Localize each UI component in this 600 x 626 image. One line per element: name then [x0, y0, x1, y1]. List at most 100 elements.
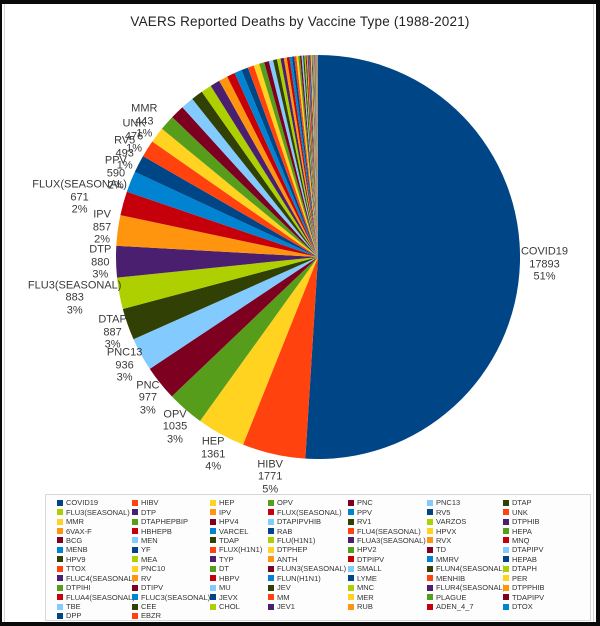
- legend-swatch: [268, 594, 274, 601]
- legend-item: HIBV: [132, 498, 210, 507]
- legend-swatch: [132, 509, 138, 516]
- pie-slice: [161, 117, 318, 257]
- legend-label: MEA: [141, 554, 158, 564]
- legend-item: DPP: [57, 611, 132, 620]
- legend-swatch: [427, 537, 433, 544]
- legend-label: EBZR: [141, 611, 162, 621]
- legend-swatch: [503, 537, 509, 544]
- pie-slice: [134, 156, 318, 257]
- legend-label: DTPHIB: [512, 517, 540, 527]
- legend-item: JEV1: [268, 602, 348, 611]
- legend-label: DTAPIPV: [512, 545, 544, 555]
- legend-swatch: [57, 612, 63, 619]
- legend-item: LYME: [348, 574, 427, 583]
- legend-swatch: [348, 518, 354, 525]
- legend-label: PLAGUE: [436, 592, 467, 602]
- legend-item: EBZR: [132, 611, 210, 620]
- legend-swatch: [132, 537, 138, 544]
- legend-swatch: [57, 603, 63, 610]
- legend-item: PNC: [348, 498, 427, 507]
- pie-slice: [307, 55, 318, 257]
- legend-item: DTAPHEPBIP: [132, 517, 210, 526]
- pie-slice: [152, 128, 318, 257]
- legend-item: MEA: [132, 555, 210, 564]
- legend-item: HEPAB: [503, 555, 590, 564]
- legend-item: JEV: [268, 583, 348, 592]
- legend-label: PNC10: [141, 564, 166, 574]
- pie-slice: [317, 55, 318, 257]
- pie-slice: [289, 56, 318, 257]
- legend-item: PNC10: [132, 564, 210, 573]
- legend-item: RVX: [427, 536, 503, 545]
- legend-item: FLUR4(SEASONAL): [427, 583, 506, 593]
- legend-label: FLUA4(SEASONAL): [66, 592, 135, 602]
- legend-swatch: [503, 518, 509, 525]
- pie-slice: [316, 54, 318, 257]
- legend-label: FLU(H1N1): [277, 535, 316, 545]
- pie-slice: [286, 57, 318, 257]
- left-border-bar: [0, 0, 2, 626]
- legend-label: FLU3(SEASONAL): [66, 507, 130, 517]
- pie-slice: [309, 55, 318, 258]
- legend-swatch: [348, 594, 354, 601]
- legend-label: ANTH: [277, 554, 298, 564]
- legend-swatch: [348, 603, 354, 610]
- legend-item: RV: [132, 574, 210, 583]
- bottom-border-bar: [0, 622, 600, 626]
- legend-item: DTPPHIB: [503, 583, 590, 592]
- legend-item: DTIPV: [132, 583, 210, 592]
- pie-slice: [219, 76, 318, 257]
- pie-slice: [316, 55, 318, 257]
- legend-item: FLUC3(SEASONAL): [132, 593, 210, 602]
- pie-slice: [317, 54, 318, 257]
- pie-slice: [316, 55, 318, 257]
- legend-swatch: [427, 518, 433, 525]
- legend-item: UNK: [503, 508, 590, 517]
- legend-label: FLUX(H1N1): [219, 545, 263, 555]
- legend-label: HPV9: [66, 554, 86, 564]
- legend-item: JEVX: [210, 593, 268, 602]
- legend-label: MEN: [141, 535, 158, 545]
- pie-slice: [294, 56, 318, 257]
- pie-slice: [315, 55, 318, 258]
- pie-slice: [201, 85, 318, 257]
- legend-swatch: [503, 575, 509, 582]
- legend-label: DTPHEP: [277, 545, 308, 555]
- legend-swatch: [503, 565, 509, 572]
- pie-slice: [172, 107, 318, 257]
- legend-label: FLUX(SEASONAL): [277, 507, 342, 517]
- legend-label: VARZOS: [436, 517, 467, 527]
- legend-label: FLUN4(SEASONAL): [436, 564, 506, 574]
- pie-slice: [315, 55, 318, 258]
- legend-item: FLUC4(SEASONAL): [57, 574, 135, 583]
- legend-item: TD: [427, 545, 503, 554]
- legend-label: HPVX: [436, 526, 457, 536]
- pie-slice: [314, 55, 318, 257]
- legend-label: FLUR4(SEASONAL): [436, 583, 506, 593]
- legend-swatch: [503, 603, 509, 610]
- pie-slice: [299, 55, 318, 257]
- legend-label: TD: [436, 545, 446, 555]
- pie-slice: [317, 54, 318, 257]
- pie-slice: [313, 55, 318, 257]
- pie-slice: [296, 55, 318, 257]
- legend-item: CHOL: [210, 602, 268, 611]
- legend-item: RV5: [427, 508, 503, 517]
- pie-slice: [317, 54, 318, 257]
- legend-swatch: [57, 509, 63, 516]
- legend-swatch: [268, 499, 274, 506]
- legend-label: MMRV: [436, 554, 459, 564]
- legend-label: DT: [219, 564, 229, 574]
- legend-swatch: [132, 594, 138, 601]
- legend-item: BCG: [57, 536, 132, 545]
- pie-slice: [312, 55, 318, 257]
- legend-label: RAB: [277, 526, 293, 536]
- legend-item: DTOX: [503, 602, 590, 611]
- legend-label: DTP: [141, 507, 156, 517]
- legend-item: HBPV: [210, 574, 268, 583]
- legend-item: TTOX: [57, 564, 132, 573]
- legend-label: HEPAB: [512, 554, 537, 564]
- pie-slice: [301, 55, 318, 258]
- pie-slice: [210, 80, 318, 257]
- legend-swatch: [210, 546, 216, 553]
